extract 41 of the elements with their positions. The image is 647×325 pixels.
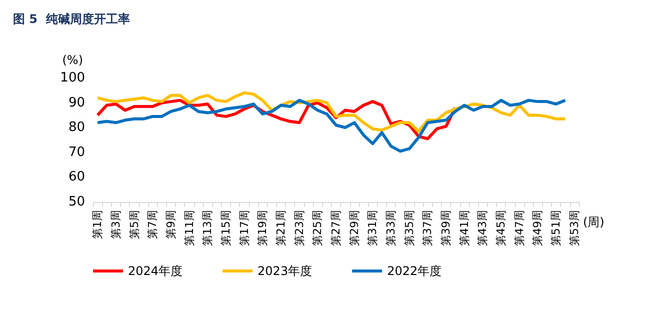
x-tick-label: 第9周	[164, 210, 178, 239]
x-tick-label: 第43周	[476, 210, 490, 246]
x-tick-label: 第31周	[366, 210, 380, 246]
x-tick-label: 第5周	[128, 210, 141, 239]
legend-label: 2023年度	[258, 264, 312, 278]
x-tick-label: 第33周	[384, 210, 398, 246]
x-tick-label: 第41周	[458, 210, 471, 246]
chart-title: 图 5 纯碱周度开工率	[13, 12, 130, 26]
y-tick-label: 50	[68, 194, 85, 210]
x-axis-title: (周)	[583, 215, 604, 229]
y-tick-label: 60	[68, 170, 85, 185]
y-tick-label: 90	[68, 95, 85, 110]
x-tick-label: 第49周	[531, 210, 544, 246]
x-tick-label: 第7周	[146, 210, 160, 239]
x-tick-label: 第3周	[109, 210, 122, 239]
x-tick-label: 第1周	[91, 210, 104, 239]
legend-label: 2022年度	[387, 264, 442, 278]
x-tick-label: 第29周	[348, 210, 361, 246]
x-tick-label: 第37周	[421, 210, 434, 246]
x-tick-label: 第27周	[330, 210, 342, 246]
x-tick-label: 第17周	[238, 210, 251, 246]
x-tick-label: 第21周	[274, 210, 288, 246]
x-tick-label: 第39周	[440, 210, 453, 246]
y-tick-label: 70	[68, 144, 85, 160]
x-tick-label: 第25周	[311, 210, 324, 246]
x-tick-label: 第47周	[512, 210, 526, 246]
x-tick-label: 第15周	[219, 210, 232, 246]
y-tick-label: 80	[68, 120, 85, 136]
x-tick-label: 第35周	[402, 210, 416, 246]
x-tick-label: 第13周	[201, 210, 214, 246]
line-series	[96, 98, 567, 153]
x-tick-label: 第23周	[292, 210, 306, 246]
x-tick-label: 第51周	[550, 210, 563, 246]
x-tick-label: 第11周	[182, 210, 196, 246]
line-series	[96, 91, 567, 133]
y-axis-title: (%)	[62, 53, 83, 67]
y-tick-label: 100	[60, 70, 85, 86]
x-tick-label: 第53周	[568, 210, 581, 246]
x-tick-label: 第19周	[256, 210, 270, 246]
legend-label: 2024年度	[128, 264, 183, 278]
x-tick-label: 第45周	[494, 210, 508, 246]
